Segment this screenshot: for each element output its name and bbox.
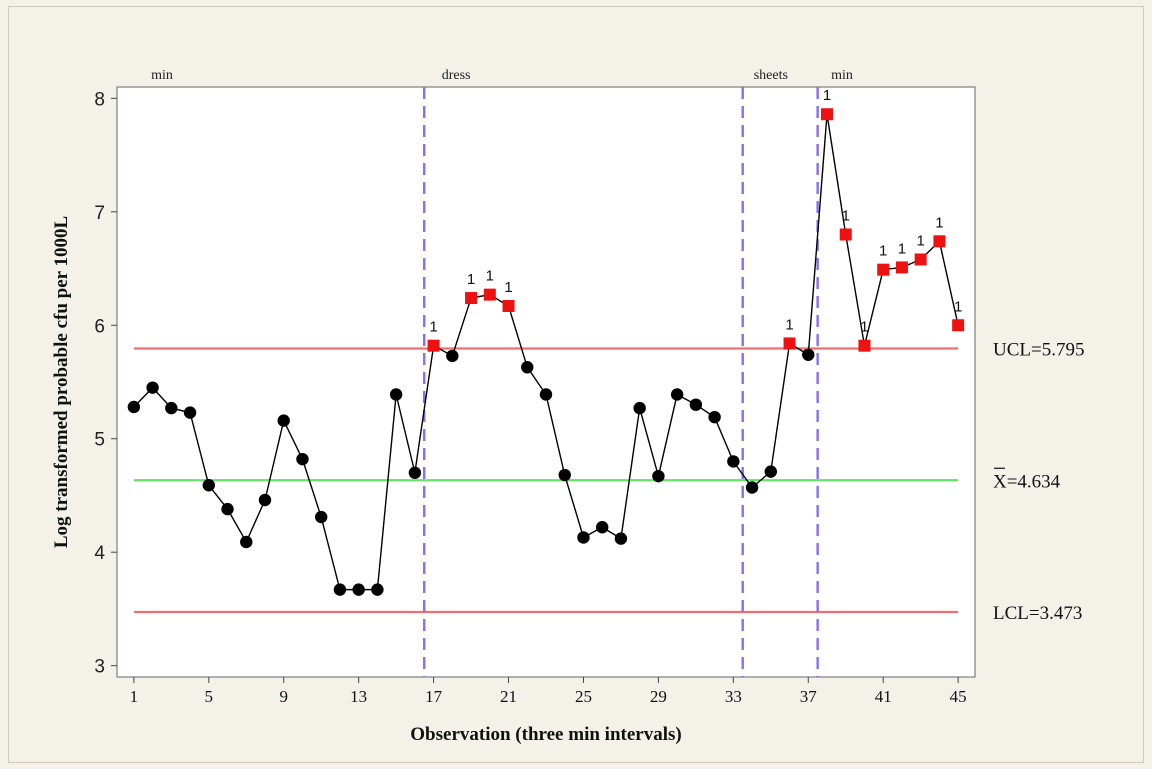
data-point — [258, 493, 272, 507]
out-of-control-flag: 1 — [785, 316, 793, 333]
out-of-control-point — [502, 299, 515, 312]
out-of-control-flag: 1 — [467, 271, 475, 288]
data-point — [727, 455, 740, 468]
out-of-control-point — [858, 339, 871, 352]
out-of-control-flag: 1 — [898, 240, 906, 257]
phase-label: sheets — [754, 68, 788, 83]
y-tick-label: 8 — [94, 89, 105, 110]
data-point — [670, 388, 684, 401]
data-point — [314, 510, 328, 524]
data-point — [539, 388, 553, 401]
data-point — [764, 465, 778, 478]
x-tick-label: 5 — [205, 687, 214, 706]
data-point — [127, 400, 141, 414]
out-of-control-flag: 1 — [429, 319, 437, 336]
data-point — [558, 468, 571, 482]
phase-label: min — [151, 68, 173, 83]
data-point — [389, 388, 403, 401]
out-of-control-point — [783, 337, 796, 350]
data-point — [802, 348, 815, 361]
y-tick-label: 7 — [94, 203, 105, 224]
x-tick-label: 37 — [800, 687, 818, 706]
y-axis-title: Log transformed probable cfu per 1000L — [51, 216, 72, 548]
data-point — [333, 583, 347, 596]
lcl-label: LCL=3.473 — [993, 603, 1082, 624]
data-point — [708, 410, 721, 424]
out-of-control-point — [877, 263, 890, 276]
data-point — [183, 406, 197, 419]
out-of-control-flag: 1 — [935, 214, 943, 231]
data-point — [277, 414, 290, 427]
data-point — [652, 469, 665, 483]
out-of-control-flag: 1 — [504, 279, 512, 296]
data-point — [371, 583, 384, 596]
data-point — [165, 401, 178, 415]
x-axis-title: Observation (three min intervals) — [410, 724, 681, 745]
data-point — [202, 479, 215, 492]
data-point — [296, 452, 309, 466]
phase-label: dress — [442, 68, 471, 83]
out-of-control-flag: 1 — [842, 208, 850, 225]
x-tick-label: 33 — [725, 687, 742, 706]
out-of-control-flag: 1 — [954, 298, 962, 315]
plot-area — [116, 86, 976, 678]
phase-label: min — [831, 68, 853, 83]
y-tick-label: 6 — [94, 316, 105, 337]
out-of-control-point — [483, 288, 496, 301]
x-tick-label: 13 — [350, 687, 367, 706]
y-tick-label: 4 — [94, 543, 105, 564]
x-tick-label: 1 — [130, 687, 139, 706]
data-point — [745, 481, 759, 494]
out-of-control-flag: 1 — [860, 319, 868, 336]
out-of-control-point — [952, 319, 965, 332]
data-point — [521, 361, 534, 374]
x-tick-label: 17 — [425, 687, 443, 706]
x-tick-label: 29 — [650, 687, 667, 706]
data-point — [614, 532, 628, 545]
x-tick-label: 41 — [875, 687, 892, 706]
data-point — [240, 535, 253, 549]
out-of-control-flag: 1 — [486, 268, 494, 285]
data-point — [221, 502, 234, 516]
out-of-control-flag: 1 — [879, 243, 887, 260]
center-label: X=4.634 — [993, 471, 1061, 492]
data-point — [446, 349, 459, 363]
x-tick-label: 9 — [279, 687, 288, 706]
data-point — [596, 521, 609, 534]
out-of-control-flag: 1 — [823, 87, 831, 104]
x-tick-label: 25 — [575, 687, 592, 706]
out-of-control-flag: 1 — [917, 232, 925, 249]
x-tick-label: 45 — [950, 687, 967, 706]
out-of-control-point — [465, 292, 478, 305]
data-point — [146, 381, 159, 394]
data-point — [408, 466, 422, 479]
out-of-control-point — [914, 253, 927, 266]
out-of-control-point — [895, 261, 908, 274]
data-point — [352, 583, 365, 596]
x-tick-label: 21 — [500, 687, 517, 706]
y-tick-label: 5 — [94, 430, 105, 451]
out-of-control-point — [839, 228, 852, 241]
ucl-label: UCL=5.795 — [993, 340, 1084, 361]
data-point — [689, 398, 703, 411]
data-point — [633, 401, 646, 415]
y-tick-label: 3 — [94, 657, 105, 678]
out-of-control-point — [821, 108, 834, 121]
out-of-control-point — [427, 339, 440, 352]
data-point — [577, 531, 590, 544]
out-of-control-point — [933, 235, 946, 248]
